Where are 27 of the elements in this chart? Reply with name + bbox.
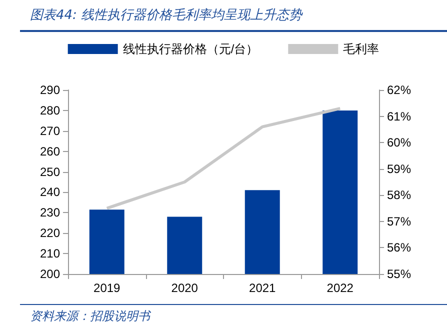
line-series xyxy=(105,106,342,210)
y-tick-label: 230 xyxy=(40,206,60,220)
y2-tick-label: 58% xyxy=(387,188,412,202)
legend-label: 毛利率 xyxy=(343,42,380,56)
y-tick-label: 290 xyxy=(40,83,60,97)
y2-tick-label: 57% xyxy=(387,214,412,228)
y-tick-label: 240 xyxy=(40,185,60,200)
x-tick-label: 2022 xyxy=(326,281,354,295)
y2-tick-label: 62% xyxy=(387,83,412,97)
y2-tick-label: 56% xyxy=(387,240,412,255)
x-tick-label: 2019 xyxy=(94,281,121,295)
y2-tick-label: 55% xyxy=(387,267,412,281)
x-tick-label: 2020 xyxy=(171,281,198,295)
y2-tick-label: 61% xyxy=(387,109,412,124)
y-tick-label: 200 xyxy=(40,267,60,281)
y-tick-label: 280 xyxy=(40,103,60,118)
y2-tick-label: 60% xyxy=(387,136,412,150)
y2-tick-label: 59% xyxy=(387,162,412,176)
chart-title: 图表44: 线性执行器价格毛利率均呈现上升态势 xyxy=(30,7,302,24)
legend-label: 线性执行器价格（元/台） xyxy=(122,42,258,56)
y-tick-label: 250 xyxy=(40,164,60,179)
y-tick-label: 260 xyxy=(40,144,60,158)
x-tick-label: 2021 xyxy=(249,281,276,295)
y-tick-label: 220 xyxy=(40,226,60,240)
y-tick-label: 270 xyxy=(40,124,60,138)
y-tick-label: 210 xyxy=(40,246,60,261)
text: 资料来源：招股说明书 xyxy=(30,308,150,325)
